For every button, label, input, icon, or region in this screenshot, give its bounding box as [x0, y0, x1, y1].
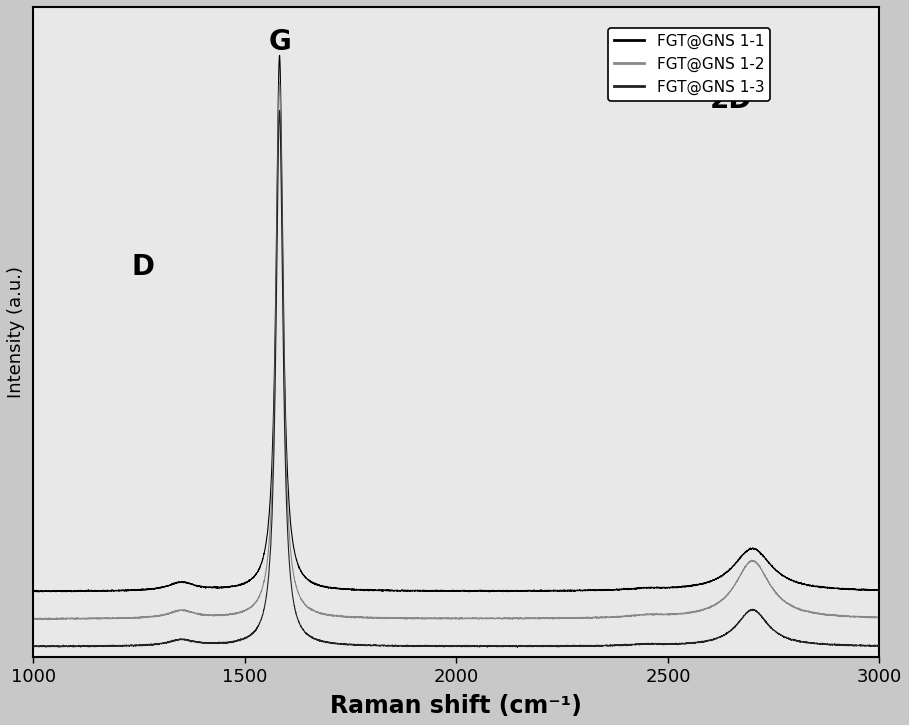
Text: G: G	[268, 28, 291, 56]
Y-axis label: Intensity (a.u.): Intensity (a.u.)	[7, 266, 25, 398]
Legend: FGT@GNS 1-1, FGT@GNS 1-2, FGT@GNS 1-3: FGT@GNS 1-1, FGT@GNS 1-2, FGT@GNS 1-3	[607, 28, 770, 101]
Text: D: D	[132, 253, 155, 281]
Text: 2D: 2D	[710, 86, 753, 114]
X-axis label: Raman shift (cm⁻¹): Raman shift (cm⁻¹)	[330, 694, 583, 718]
